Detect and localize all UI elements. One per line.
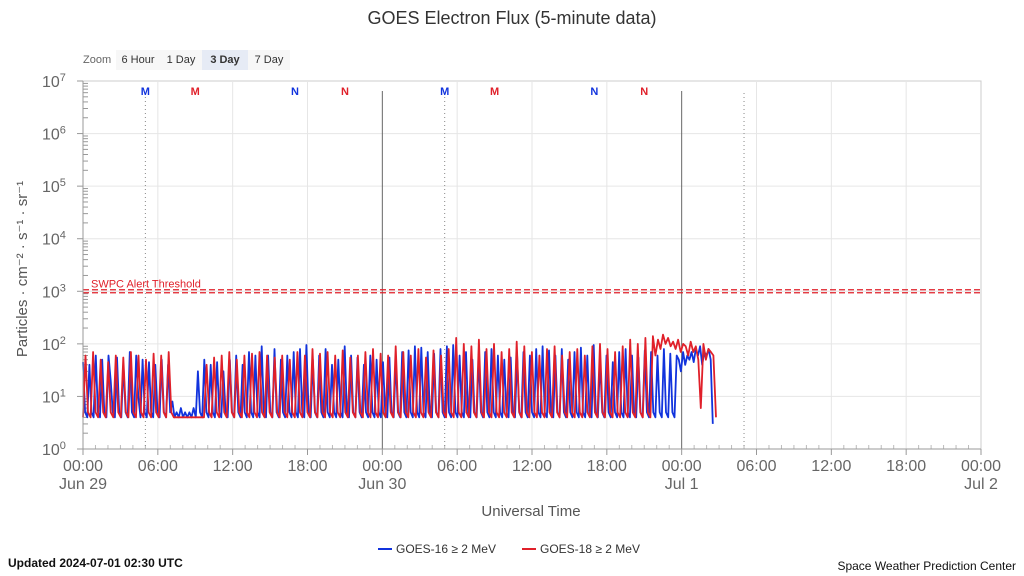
x-axis-label: Universal Time bbox=[481, 503, 580, 520]
threshold-label: SWPC Alert Threshold bbox=[91, 278, 201, 290]
x-tick-date-label: Jul 2 bbox=[964, 476, 998, 493]
local-time-marker: M bbox=[191, 86, 200, 98]
credit-text: Space Weather Prediction Center bbox=[837, 559, 1016, 573]
local-time-marker: N bbox=[291, 86, 299, 98]
zoom-button-label: 1 Day bbox=[167, 54, 196, 66]
zoom-button-label: 7 Day bbox=[255, 54, 284, 66]
y-tick-label: 100 bbox=[42, 440, 66, 459]
zoom-button-3-day[interactable]: 3 Day bbox=[202, 50, 248, 70]
local-time-marker: N bbox=[640, 86, 648, 98]
x-tick-date-label: Jun 30 bbox=[358, 476, 406, 493]
legend: GOES-16 ≥ 2 MeV GOES-18 ≥ 2 MeV bbox=[378, 542, 640, 556]
zoom-button-label: 6 Hour bbox=[121, 54, 154, 66]
zoom-button-1-day[interactable]: 1 Day bbox=[160, 50, 202, 70]
zoom-button-bg bbox=[116, 50, 160, 70]
y-tick-label: 105 bbox=[42, 177, 66, 196]
x-tick-label: 00:00 bbox=[961, 458, 1001, 475]
alert-threshold: SWPC Alert Threshold bbox=[83, 278, 981, 294]
x-tick-label: 18:00 bbox=[587, 458, 627, 475]
series-line-goes-18 bbox=[82, 333, 717, 419]
x-tick-label: 06:00 bbox=[138, 458, 178, 475]
chart-title: GOES Electron Flux (5-minute data) bbox=[367, 8, 656, 28]
zoom-label: Zoom bbox=[83, 54, 111, 66]
x-tick-label: 12:00 bbox=[213, 458, 253, 475]
zoom-button-6-hour[interactable]: 6 Hour bbox=[116, 50, 160, 70]
y-tick-label: 104 bbox=[42, 230, 66, 249]
zoom-button-label: 3 Day bbox=[210, 54, 240, 66]
y-tick-label: 102 bbox=[42, 335, 66, 354]
local-time-marker: N bbox=[590, 86, 598, 98]
local-time-marker: M bbox=[490, 86, 499, 98]
zoom-button-bg bbox=[248, 50, 290, 70]
zoom-button-7-day[interactable]: 7 Day bbox=[248, 50, 290, 70]
x-tick-date-label: Jun 29 bbox=[59, 476, 107, 493]
updated-timestamp: Updated 2024-07-01 02:30 UTC bbox=[8, 556, 183, 570]
zoom-button-bg bbox=[202, 50, 248, 70]
y-tick-label: 101 bbox=[42, 387, 66, 406]
x-tick-label: 18:00 bbox=[287, 458, 327, 475]
y-tick-label: 107 bbox=[42, 72, 66, 91]
y-tick-label: 106 bbox=[42, 125, 66, 144]
zoom-button-bg bbox=[160, 50, 202, 70]
x-tick-label: 12:00 bbox=[811, 458, 851, 475]
zoom-selector: Zoom 6 Hour 1 Day 3 Day 7 Day bbox=[83, 50, 290, 70]
legend-item-label: GOES-16 ≥ 2 MeV bbox=[396, 542, 496, 556]
x-tick-label: 00:00 bbox=[662, 458, 702, 475]
legend-item-label: GOES-18 ≥ 2 MeV bbox=[540, 542, 640, 556]
series-layer bbox=[82, 333, 717, 424]
local-time-marker: N bbox=[341, 86, 349, 98]
x-tick-label: 12:00 bbox=[512, 458, 552, 475]
x-tick-label: 18:00 bbox=[886, 458, 926, 475]
x-tick-label: 00:00 bbox=[362, 458, 402, 475]
y-axis-label: Particles · cm⁻² · s⁻¹ · sr⁻¹ bbox=[14, 181, 31, 357]
local-time-marker: M bbox=[440, 86, 449, 98]
y-tick-label: 103 bbox=[42, 282, 66, 301]
local-time-marker: M bbox=[141, 86, 150, 98]
x-tick-label: 00:00 bbox=[63, 458, 103, 475]
x-tick-date-label: Jul 1 bbox=[665, 476, 699, 493]
x-tick-label: 06:00 bbox=[736, 458, 776, 475]
x-tick-label: 06:00 bbox=[437, 458, 477, 475]
